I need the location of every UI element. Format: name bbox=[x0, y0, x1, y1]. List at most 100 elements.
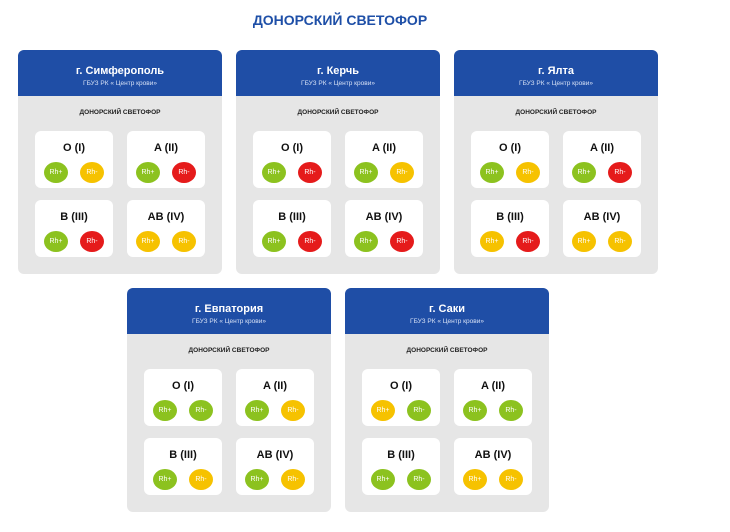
blood-group-box: A (II) Rh+ Rh- bbox=[563, 131, 641, 188]
rh-positive-indicator: Rh+ bbox=[354, 162, 378, 183]
rh-positive-indicator: Rh+ bbox=[480, 162, 504, 183]
rh-indicators: Rh+ Rh- bbox=[144, 469, 222, 490]
blood-group-box: B (III) Rh+ Rh- bbox=[144, 438, 222, 495]
rh-negative-indicator: Rh- bbox=[407, 469, 431, 490]
rh-positive-indicator: Rh+ bbox=[245, 469, 269, 490]
rh-negative-indicator: Rh- bbox=[80, 231, 104, 252]
rh-indicators: Rh+ Rh- bbox=[454, 400, 532, 421]
card-header: г. Симферополь ГБУЗ РК « Центр крови» bbox=[18, 50, 222, 96]
blood-group-box: B (III) Rh+ Rh- bbox=[471, 200, 549, 257]
rh-indicators: Rh+ Rh- bbox=[471, 162, 549, 183]
blood-group-box: O (I) Rh+ Rh- bbox=[35, 131, 113, 188]
blood-group-name: B (III) bbox=[496, 211, 524, 223]
rh-positive-indicator: Rh+ bbox=[572, 231, 596, 252]
rh-indicators: Rh+ Rh- bbox=[236, 400, 314, 421]
city-name: г. Симферополь bbox=[75, 65, 165, 77]
rh-negative-indicator: Rh- bbox=[608, 162, 632, 183]
blood-group-box: AB (IV) Rh+ Rh- bbox=[454, 438, 532, 495]
rh-indicators: Rh+ Rh- bbox=[345, 162, 423, 183]
rh-indicators: Rh+ Rh- bbox=[563, 162, 641, 183]
blood-group-name: O (I) bbox=[390, 380, 412, 392]
rh-indicators: Rh+ Rh- bbox=[35, 231, 113, 252]
blood-group-box: A (II) Rh+ Rh- bbox=[345, 131, 423, 188]
rh-indicators: Rh+ Rh- bbox=[144, 400, 222, 421]
blood-group-box: AB (IV) Rh+ Rh- bbox=[236, 438, 314, 495]
rh-negative-indicator: Rh- bbox=[499, 400, 523, 421]
city-name: г. Евпатория bbox=[194, 303, 264, 315]
rh-negative-indicator: Rh- bbox=[298, 231, 322, 252]
rh-positive-indicator: Rh+ bbox=[262, 162, 286, 183]
rh-negative-indicator: Rh- bbox=[407, 400, 431, 421]
rh-negative-indicator: Rh- bbox=[80, 162, 104, 183]
card-header: г. Ялта ГБУЗ РК « Центр крови» bbox=[454, 50, 658, 96]
card-subtitle: ДОНОРСКИЙ СВЕТОФОР bbox=[515, 109, 597, 116]
rh-positive-indicator: Rh+ bbox=[44, 162, 68, 183]
card-subtitle: ДОНОРСКИЙ СВЕТОФОР bbox=[406, 347, 488, 354]
rh-indicators: Rh+ Rh- bbox=[127, 231, 205, 252]
blood-group-grid: O (I) Rh+ Rh- A (II) Rh+ Rh- B (III) Rh+ Rh- AB (… bbox=[471, 131, 641, 257]
blood-group-box: AB (IV) Rh+ Rh- bbox=[563, 200, 641, 257]
blood-group-name: B (III) bbox=[278, 211, 306, 223]
blood-group-box: A (II) Rh+ Rh- bbox=[236, 369, 314, 426]
card-header: г. Саки ГБУЗ РК « Центр крови» bbox=[345, 288, 549, 334]
blood-group-name: O (I) bbox=[281, 142, 303, 154]
rh-indicators: Rh+ Rh- bbox=[362, 469, 440, 490]
blood-group-name: B (III) bbox=[387, 449, 415, 461]
city-card: г. Керчь ГБУЗ РК « Центр крови» ДОНОРСКИЙ … bbox=[236, 50, 440, 274]
rh-positive-indicator: Rh+ bbox=[153, 469, 177, 490]
rh-positive-indicator: Rh+ bbox=[371, 469, 395, 490]
rh-positive-indicator: Rh+ bbox=[572, 162, 596, 183]
rh-positive-indicator: Rh+ bbox=[245, 400, 269, 421]
blood-group-grid: O (I) Rh+ Rh- A (II) Rh+ Rh- B (III) Rh+ Rh- AB (… bbox=[253, 131, 423, 257]
blood-group-grid: O (I) Rh+ Rh- A (II) Rh+ Rh- B (III) Rh+ Rh- AB (… bbox=[144, 369, 314, 495]
city-name: г. Ялта bbox=[538, 65, 574, 77]
rh-indicators: Rh+ Rh- bbox=[35, 162, 113, 183]
blood-group-box: AB (IV) Rh+ Rh- bbox=[127, 200, 205, 257]
blood-group-box: B (III) Rh+ Rh- bbox=[362, 438, 440, 495]
rh-indicators: Rh+ Rh- bbox=[253, 162, 331, 183]
blood-group-name: AB (IV) bbox=[147, 211, 185, 223]
rh-negative-indicator: Rh- bbox=[172, 231, 196, 252]
blood-group-name: AB (IV) bbox=[256, 449, 294, 461]
blood-group-name: O (I) bbox=[63, 142, 85, 154]
blood-group-name: A (II) bbox=[153, 142, 179, 154]
rh-negative-indicator: Rh- bbox=[608, 231, 632, 252]
rh-negative-indicator: Rh- bbox=[516, 162, 540, 183]
organization-name: ГБУЗ РК « Центр крови» bbox=[519, 80, 593, 87]
city-name: г. Саки bbox=[428, 303, 466, 315]
rh-negative-indicator: Rh- bbox=[281, 400, 305, 421]
blood-group-name: AB (IV) bbox=[365, 211, 403, 223]
rh-negative-indicator: Rh- bbox=[172, 162, 196, 183]
blood-group-box: A (II) Rh+ Rh- bbox=[454, 369, 532, 426]
city-card: г. Ялта ГБУЗ РК « Центр крови» ДОНОРСКИЙ С… bbox=[454, 50, 658, 274]
rh-positive-indicator: Rh+ bbox=[371, 400, 395, 421]
blood-group-name: O (I) bbox=[499, 142, 521, 154]
rh-indicators: Rh+ Rh- bbox=[253, 231, 331, 252]
rh-negative-indicator: Rh- bbox=[298, 162, 322, 183]
rh-indicators: Rh+ Rh- bbox=[345, 231, 423, 252]
page-title: ДОНОРСКИЙ СВЕТОФОР bbox=[252, 12, 428, 28]
blood-group-grid: O (I) Rh+ Rh- A (II) Rh+ Rh- B (III) Rh+ Rh- AB (… bbox=[362, 369, 532, 495]
rh-positive-indicator: Rh+ bbox=[463, 400, 487, 421]
blood-group-box: O (I) Rh+ Rh- bbox=[471, 131, 549, 188]
organization-name: ГБУЗ РК « Центр крови» bbox=[192, 318, 266, 325]
blood-group-box: A (II) Rh+ Rh- bbox=[127, 131, 205, 188]
rh-indicators: Rh+ Rh- bbox=[236, 469, 314, 490]
rh-negative-indicator: Rh- bbox=[390, 231, 414, 252]
rh-indicators: Rh+ Rh- bbox=[362, 400, 440, 421]
rh-negative-indicator: Rh- bbox=[189, 400, 213, 421]
rh-positive-indicator: Rh+ bbox=[136, 162, 160, 183]
organization-name: ГБУЗ РК « Центр крови» bbox=[410, 318, 484, 325]
city-name: г. Керчь bbox=[316, 65, 360, 77]
blood-group-name: A (II) bbox=[480, 380, 506, 392]
rh-positive-indicator: Rh+ bbox=[480, 231, 504, 252]
blood-group-name: A (II) bbox=[371, 142, 397, 154]
rh-indicators: Rh+ Rh- bbox=[563, 231, 641, 252]
organization-name: ГБУЗ РК « Центр крови» bbox=[301, 80, 375, 87]
blood-group-box: B (III) Rh+ Rh- bbox=[253, 200, 331, 257]
blood-group-box: AB (IV) Rh+ Rh- bbox=[345, 200, 423, 257]
blood-group-name: B (III) bbox=[60, 211, 88, 223]
blood-group-box: O (I) Rh+ Rh- bbox=[362, 369, 440, 426]
rh-positive-indicator: Rh+ bbox=[262, 231, 286, 252]
rh-positive-indicator: Rh+ bbox=[354, 231, 378, 252]
